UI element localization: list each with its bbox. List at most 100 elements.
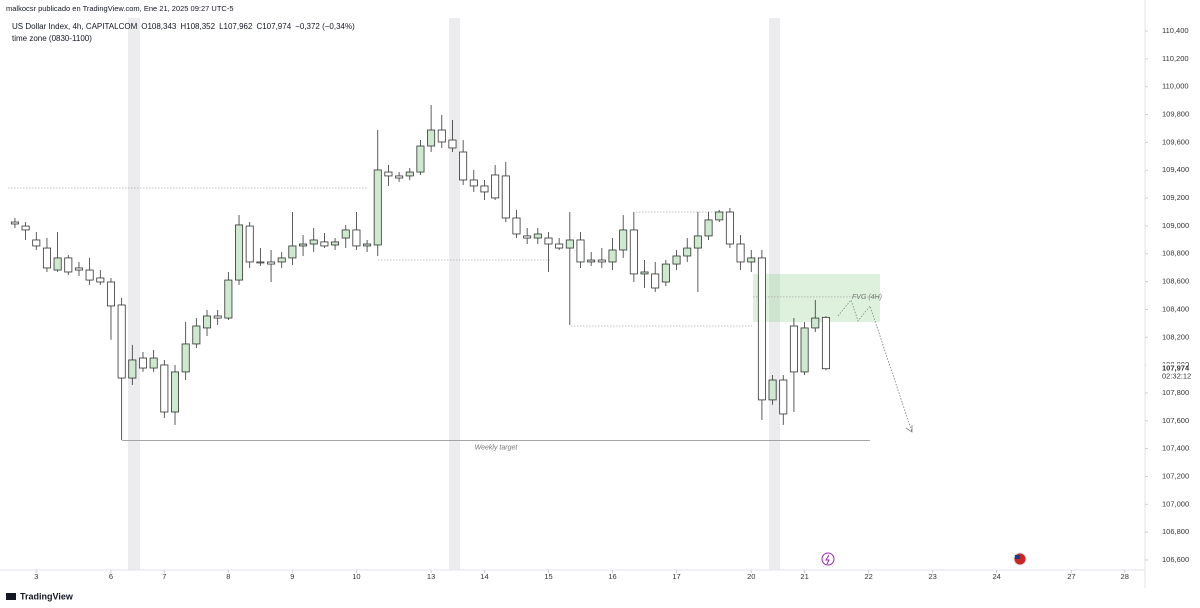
candle-body: [651, 273, 660, 289]
candle-body: [288, 245, 297, 259]
fvg-zone: [753, 273, 880, 322]
candle-body: [469, 179, 478, 187]
candle-body: [768, 379, 777, 401]
x-tick-label: 23: [928, 572, 936, 581]
candle-body: [757, 257, 766, 401]
candle-body: [533, 233, 542, 239]
candle-body: [320, 241, 329, 247]
candle-body: [661, 263, 670, 283]
y-tick-label: 107,200: [1162, 471, 1189, 480]
candle-body: [512, 217, 521, 235]
candle-body: [245, 225, 254, 263]
y-tick-label: 108,400: [1162, 304, 1189, 313]
candle-body: [725, 211, 734, 245]
candle-body: [405, 171, 414, 177]
x-tick-label: 7: [162, 572, 166, 581]
x-tick-label: 27: [1067, 572, 1075, 581]
candle-body: [779, 379, 788, 415]
candle-body: [736, 243, 745, 263]
candle-body: [117, 304, 126, 379]
arrow-head: [905, 425, 913, 433]
x-tick-label: 21: [800, 572, 808, 581]
x-tick-label: 17: [672, 572, 680, 581]
countdown: 02:32:12: [1162, 372, 1191, 381]
candle-body: [42, 247, 51, 269]
candle-body: [384, 171, 393, 177]
y-tick-label: 107,800: [1162, 388, 1189, 397]
session-band: [128, 18, 140, 570]
y-tick-label: 107,600: [1162, 416, 1189, 425]
x-tick-label: 22: [864, 572, 872, 581]
candle-body: [53, 257, 62, 271]
x-tick-label: 6: [109, 572, 113, 581]
candle-body: [395, 175, 404, 179]
candle-body: [821, 316, 830, 370]
ohlc: L107,962: [219, 22, 253, 31]
symbol: US Dollar Index, 4h, CAPITALCOM: [12, 22, 138, 31]
candle-body: [597, 259, 606, 263]
candle-body: [715, 211, 724, 221]
event-icon[interactable]: [821, 552, 835, 566]
y-tick-label: 110,200: [1162, 54, 1189, 63]
candle-body: [203, 315, 212, 329]
candle-body: [416, 145, 425, 173]
brand-logo: [6, 593, 16, 600]
x-tick-label: 3: [34, 572, 38, 581]
flag-canton: [1015, 555, 1020, 559]
candle-body: [427, 129, 436, 147]
candle-body: [555, 243, 564, 249]
y-tick-label: 108,200: [1162, 332, 1189, 341]
x-tick-label: 13: [427, 572, 435, 581]
candle-body: [640, 271, 649, 275]
legend: US Dollar Index, 4h, CAPITALCOM O108,343 H…: [12, 22, 355, 31]
candle-body: [544, 237, 553, 245]
y-tick-label: 110,400: [1162, 26, 1189, 35]
x-tick-label: 8: [226, 572, 230, 581]
candle-body: [277, 257, 286, 263]
ohlc: C107,974: [256, 22, 291, 31]
candle-body: [309, 239, 318, 245]
x-tick-label: 28: [1121, 572, 1129, 581]
y-tick-label: 106,800: [1162, 527, 1189, 536]
y-tick-label: 109,200: [1162, 193, 1189, 202]
fvg-label: FVG (4H): [852, 294, 882, 301]
publisher: malkocsr publicado en TradingView.com, E…: [6, 4, 234, 13]
y-tick-label: 106,600: [1162, 555, 1189, 564]
last-price-box: [1146, 363, 1186, 382]
candle-body: [192, 325, 201, 345]
x-tick-label: 9: [290, 572, 294, 581]
ohlc: O108,343: [141, 22, 177, 31]
indicator: time zone (0830-1100): [12, 34, 92, 43]
y-tick-label: 108,600: [1162, 277, 1189, 286]
y-tick-label: 109,800: [1162, 110, 1189, 119]
candle-body: [149, 357, 158, 369]
candle-body: [224, 279, 233, 319]
x-tick-label: 16: [608, 572, 616, 581]
candle-body: [480, 185, 489, 193]
candle-body: [85, 269, 94, 281]
y-tick-label: 109,000: [1162, 221, 1189, 230]
candle-body: [672, 255, 681, 265]
candle-body: [608, 249, 617, 263]
candle-body: [21, 225, 30, 231]
candle-body: [267, 261, 276, 265]
candle-body: [10, 221, 19, 225]
candle-body: [747, 257, 756, 263]
candle-body: [501, 175, 510, 219]
y-tick-label: 107,000: [1162, 499, 1189, 508]
candle-body: [619, 229, 628, 251]
candle-body: [448, 139, 457, 149]
session-band: [449, 18, 460, 570]
candle-body: [704, 219, 713, 237]
x-tick-label: 15: [544, 572, 552, 581]
candle-body: [373, 169, 382, 246]
event-icon-bolt: [825, 554, 830, 565]
x-tick-label: 20: [747, 572, 755, 581]
candle-body: [811, 317, 820, 329]
y-tick-label: 108,800: [1162, 249, 1189, 258]
projection: [837, 299, 913, 433]
candle-body: [331, 241, 340, 246]
x-tick-label: 14: [480, 572, 488, 581]
candle-body: [171, 371, 180, 413]
